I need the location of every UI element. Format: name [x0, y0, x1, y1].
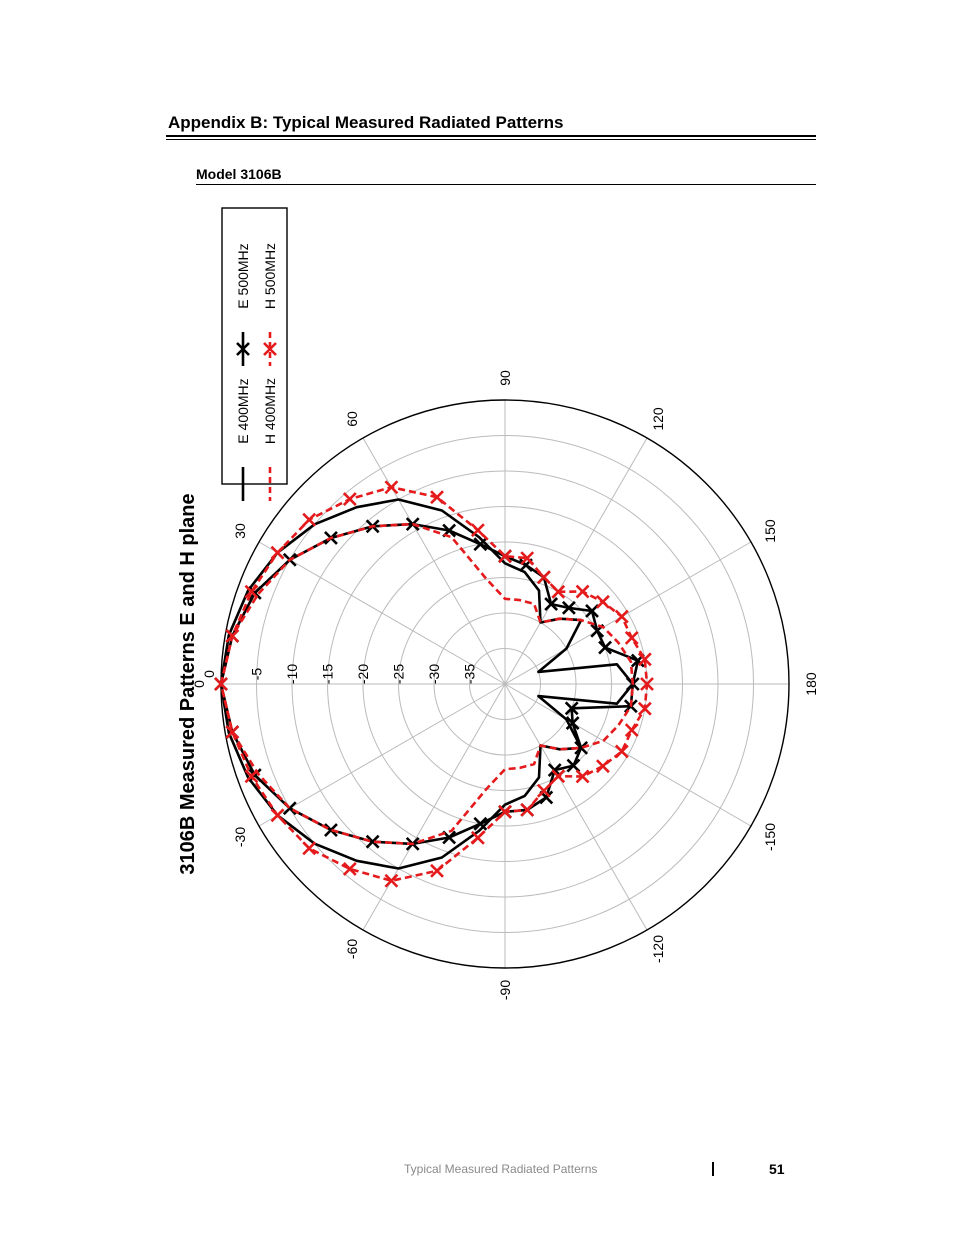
series-h-500-marker	[520, 802, 535, 817]
angle-tick-label: 150	[762, 519, 778, 543]
series-h-500-marker	[384, 873, 399, 888]
series-e-500-marker	[565, 716, 580, 730]
radial-tick-label: -30	[426, 664, 442, 684]
series-e-500-marker	[561, 600, 576, 615]
series-e-500-marker	[585, 604, 599, 618]
angle-tick-label: 30	[232, 523, 248, 539]
radial-tick-label: -25	[391, 664, 407, 684]
series-e-500-marker	[473, 816, 488, 831]
series-e-500-marker	[574, 740, 589, 755]
section-heading: Model 3106B	[196, 166, 282, 182]
series-e-500-marker	[324, 823, 338, 837]
series-e-500-marker	[564, 701, 579, 716]
series-h-500-marker	[342, 492, 357, 506]
grid-spoke	[258, 683, 506, 827]
legend-label: H 500MHz	[262, 243, 278, 309]
angle-tick-label: -120	[650, 935, 666, 963]
series-e-500-marker	[566, 758, 581, 773]
series-e-500-marker	[247, 768, 262, 782]
series-h-500-marker	[225, 725, 240, 740]
grid-spoke	[504, 683, 648, 931]
series-e-500-marker	[247, 586, 262, 600]
angle-tick-label: 120	[650, 407, 666, 431]
section-rule	[196, 184, 816, 185]
series-h-500-marker	[575, 584, 590, 599]
grid-spoke	[504, 683, 752, 827]
series-h-500-marker	[244, 584, 259, 599]
series-h-500-marker	[270, 545, 285, 560]
legend-label: E 500MHz	[235, 243, 251, 308]
legend-box	[221, 207, 288, 485]
series-h-500-marker	[536, 783, 551, 798]
footer-separator	[712, 1162, 714, 1176]
series-h-500-marker	[640, 677, 654, 691]
series-h-500-marker	[498, 804, 512, 819]
radial-tick-label: -20	[355, 664, 371, 684]
series-h-400-line	[219, 522, 635, 846]
series-h-500-marker	[342, 862, 357, 876]
series-e-500-marker	[598, 640, 612, 655]
series-h-500-marker	[637, 652, 652, 667]
chart-title: 3106B Measured Patterns E and H plane	[177, 493, 199, 874]
angle-tick-label: 0	[191, 680, 207, 688]
legend-marker	[236, 342, 250, 356]
series-h-500-marker	[624, 630, 639, 645]
series-h-500-marker	[536, 570, 551, 585]
series-h-500-marker	[384, 480, 399, 495]
series-h-500-marker	[551, 584, 566, 599]
series-h-500-marker	[270, 808, 285, 823]
angle-tick-label: 180	[803, 672, 819, 696]
angle-tick-label: 60	[344, 411, 360, 427]
heading-rule-thick	[166, 135, 816, 137]
series-h-500-marker	[637, 701, 652, 716]
series-e-500-marker	[544, 597, 559, 611]
series-h-500-marker	[551, 769, 566, 784]
radial-tick-label: -15	[320, 664, 336, 684]
grid-spoke	[362, 683, 506, 931]
series-h-500-marker	[595, 594, 610, 609]
series-h-500-marker	[430, 863, 444, 878]
radial-tick-label: -5	[249, 668, 265, 681]
series-h-500-marker	[614, 609, 629, 624]
grid-spoke	[258, 541, 506, 685]
series-h-500-marker	[430, 490, 444, 505]
heading-rule-thin	[166, 139, 816, 140]
grid-spoke	[504, 541, 752, 685]
legend-label: E 400MHz	[235, 378, 251, 443]
series-h-500-marker	[302, 512, 317, 527]
grid-spoke	[504, 437, 648, 685]
grid-spoke	[362, 437, 506, 685]
angle-tick-label: 90	[497, 370, 513, 386]
series-e-500-marker	[365, 834, 380, 849]
series-h-500-marker	[498, 549, 512, 564]
series-h-500-marker	[244, 769, 259, 784]
radial-tick-label: -10	[284, 664, 300, 684]
series-h-500-marker	[624, 723, 639, 738]
series-h-500-marker	[470, 830, 485, 845]
series-h-500-marker	[614, 744, 629, 759]
series-e-500-marker	[473, 537, 488, 552]
page-number: 51	[769, 1161, 785, 1177]
page-heading: Appendix B: Typical Measured Radiated Pa…	[168, 113, 564, 132]
series-h-500-marker	[214, 677, 228, 691]
angle-tick-label: -60	[344, 939, 360, 959]
angle-tick-label: -90	[497, 980, 513, 1000]
radial-tick-label: 0	[201, 670, 217, 678]
radial-tick-label: -35	[462, 664, 478, 684]
polar-chart: 0 -5 -10 -15 -20 -25 -30 -35 0 30 60 90 120 150 180 -15…	[177, 207, 819, 1000]
angle-tick-label: -30	[232, 827, 248, 847]
series-h-500-marker	[302, 841, 317, 856]
legend-label: H 400MHz	[262, 378, 278, 444]
footer-text: Typical Measured Radiated Patterns	[404, 1162, 598, 1176]
series-h-500-marker	[470, 523, 485, 538]
series-h-500-marker	[225, 628, 240, 643]
series-h-500-marker	[575, 769, 590, 784]
series-h-500-marker	[520, 551, 535, 566]
legend-marker	[263, 342, 277, 356]
series-h-500-marker	[595, 759, 610, 774]
angle-tick-label: -150	[762, 823, 778, 851]
